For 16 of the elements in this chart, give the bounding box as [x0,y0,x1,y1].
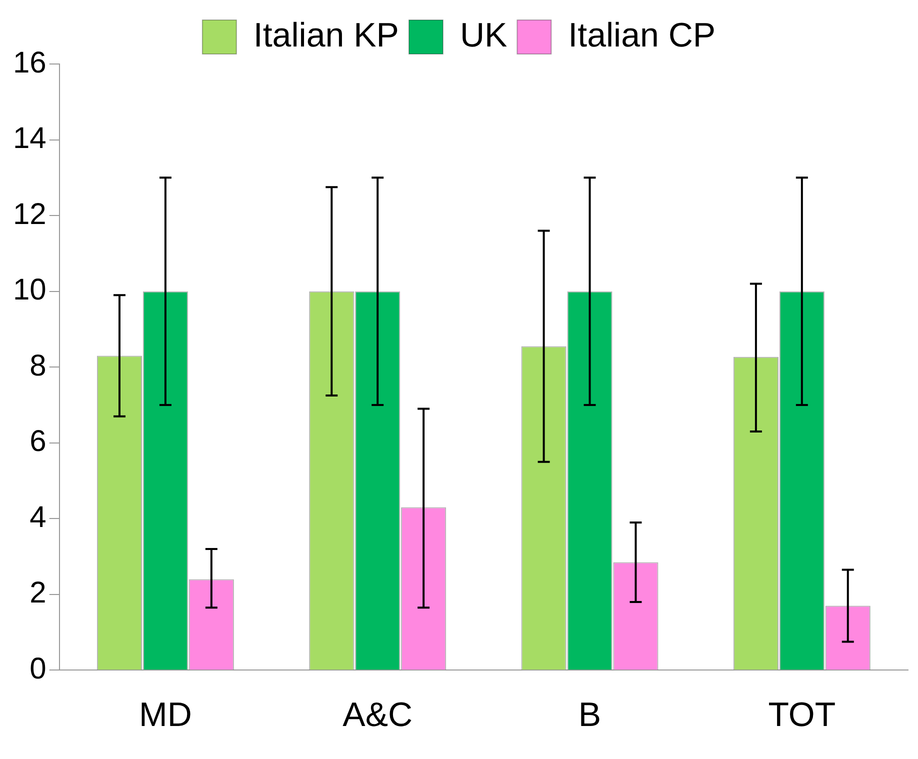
y-tick-label: 0 [30,652,46,686]
legend-label: Italian KP [253,16,399,54]
y-tick-label: 4 [30,500,46,534]
y-tick-label: 6 [30,425,46,458]
y-tick-label: 8 [30,349,46,382]
x-tick-label: TOT [768,696,836,734]
y-tick-label: 10 [12,274,46,307]
y-tick-label: 12 [12,198,46,231]
y-tick-label: 14 [12,122,46,156]
x-tick-label: A&C [342,696,413,734]
y-tick-label: 2 [30,576,46,610]
legend-label: UK [460,16,508,54]
x-tick-label: MD [139,696,192,734]
y-tick-label: 16 [12,46,46,80]
x-tick-label: B [578,696,602,734]
legend-label: Italian CP [568,16,716,54]
